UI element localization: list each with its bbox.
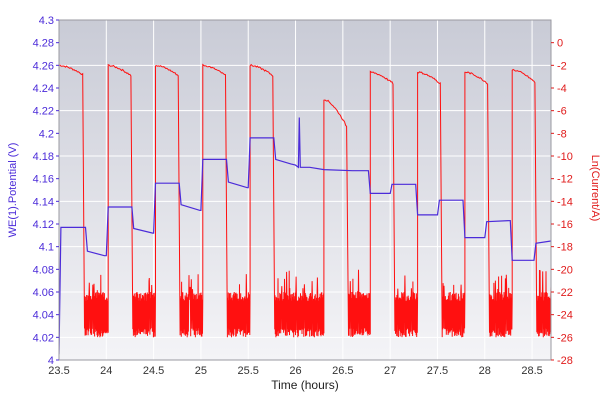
- x-tick-label: 28: [479, 365, 491, 377]
- y-right-tick-label: -8: [557, 128, 567, 140]
- y-left-tick-label: 4.26: [33, 60, 54, 72]
- y-right-tick-label: -24: [557, 310, 573, 322]
- plot-frame: [58, 19, 552, 361]
- y-left-tick-label: 4.1: [39, 242, 54, 254]
- y-left-tick-label: 4.24: [33, 83, 54, 95]
- x-tick-label: 27.5: [427, 365, 448, 377]
- y-right-tick-label: -4: [557, 83, 567, 95]
- y-right-tick-label: -6: [557, 106, 567, 118]
- x-tick-label: 26: [289, 365, 301, 377]
- y-right-tick-label: 0: [557, 38, 563, 50]
- y-right-axis-title: Ln(Current/A): [589, 155, 600, 222]
- x-tick-label: 26.5: [332, 365, 353, 377]
- y-left-tick-label: 4: [48, 355, 54, 367]
- current-series: [59, 63, 551, 338]
- x-tick-label: 25: [195, 365, 207, 377]
- y-right-tick-label: -10: [557, 151, 573, 163]
- y-left-tick-label: 4.3: [39, 15, 54, 27]
- y-right-tick-label: -26: [557, 332, 573, 344]
- y-left-axis-title: WE(1).Potential (V): [7, 143, 19, 238]
- y-left-tick-label: 4.28: [33, 38, 54, 50]
- y-left-tick-label: 4.14: [33, 196, 54, 208]
- x-tick-label: 24: [100, 365, 112, 377]
- y-left-tick-label: 4.22: [33, 106, 54, 118]
- y-left-tick-label: 4.12: [33, 219, 54, 231]
- y-right-tick-label: -12: [557, 174, 573, 186]
- x-tick-label: 28.5: [521, 365, 542, 377]
- x-tick-label: 23.5: [48, 365, 69, 377]
- y-right-tick-label: -22: [557, 287, 573, 299]
- y-left-tick-label: 4.16: [33, 174, 54, 186]
- x-tick-label: 27: [384, 365, 396, 377]
- y-right-tick-label: -20: [557, 264, 573, 276]
- x-axis-title: Time (hours): [271, 378, 339, 392]
- y-right-tick-label: -16: [557, 219, 573, 231]
- y-right-tick-label: -28: [557, 355, 573, 367]
- y-right-tick-label: -18: [557, 242, 573, 254]
- potential-series: [59, 117, 551, 355]
- y-left-tick-label: 4.06: [33, 287, 54, 299]
- x-tick-label: 25.5: [238, 365, 259, 377]
- y-left-tick-label: 4.2: [39, 128, 54, 140]
- x-tick-label: 24.5: [143, 365, 164, 377]
- y-left-tick-label: 4.18: [33, 151, 54, 163]
- potential-line: [59, 117, 551, 355]
- current-line: [59, 63, 551, 338]
- y-right-tick-label: -14: [557, 196, 573, 208]
- y-right-tick-label: -2: [557, 60, 567, 72]
- y-left-tick-label: 4.02: [33, 332, 54, 344]
- axis-ticks: 23.5 24 24.5 25 25.5 26 26.5 27 27.5 28 28.5 4 4.02 4…: [33, 15, 573, 377]
- y-left-tick-label: 4.08: [33, 264, 54, 276]
- y-left-tick-label: 4.04: [33, 310, 54, 322]
